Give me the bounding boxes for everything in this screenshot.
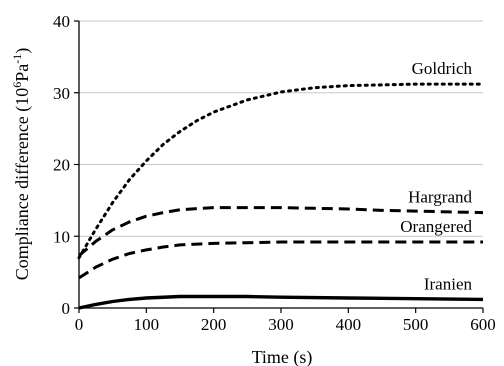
series-label-hargrand: Hargrand <box>408 188 472 207</box>
series-line-iranien <box>78 294 484 310</box>
x-tick-label: 0 <box>75 315 84 334</box>
x-tick-label: 400 <box>336 315 362 334</box>
y-axis-label: Compliance difference (106Pa-1) <box>10 48 33 281</box>
y-axis-label-exp2: -1 <box>10 54 24 64</box>
x-tick-label: 200 <box>201 315 227 334</box>
x-tick-label: 100 <box>134 315 160 334</box>
y-tick-label: 20 <box>53 156 70 175</box>
y-tick-label: 30 <box>53 84 70 103</box>
x-tick-label: 600 <box>470 315 496 334</box>
series-lines <box>77 82 485 310</box>
y-axis-label-exp1: 6 <box>10 82 24 88</box>
series-label-goldrich: Goldrich <box>412 59 473 78</box>
x-axis-ticks: 0 100 200 300 400 500 600 <box>75 308 496 334</box>
series-labels: Goldrich Hargrand Orangered Iranien <box>400 59 472 293</box>
series-label-orangered: Orangered <box>400 217 472 236</box>
y-axis-ticks: 0 10 20 30 40 <box>53 12 79 318</box>
y-axis-label-prefix: Compliance difference (10 <box>12 88 33 281</box>
y-tick-label: 10 <box>53 227 70 246</box>
x-axis-label: Time (s) <box>252 347 313 366</box>
y-axis-label-mid: Pa <box>12 64 32 82</box>
x-tick-label: 300 <box>268 315 294 334</box>
series-label-iranien: Iranien <box>424 274 473 293</box>
y-tick-label: 0 <box>62 299 71 318</box>
y-tick-label: 40 <box>53 12 70 31</box>
series-line-orangered <box>78 240 483 280</box>
y-axis-label-suffix: ) <box>12 48 33 54</box>
series-line-hargrand <box>78 206 484 257</box>
series-line-goldrich <box>77 82 485 260</box>
x-tick-label: 500 <box>403 315 429 334</box>
